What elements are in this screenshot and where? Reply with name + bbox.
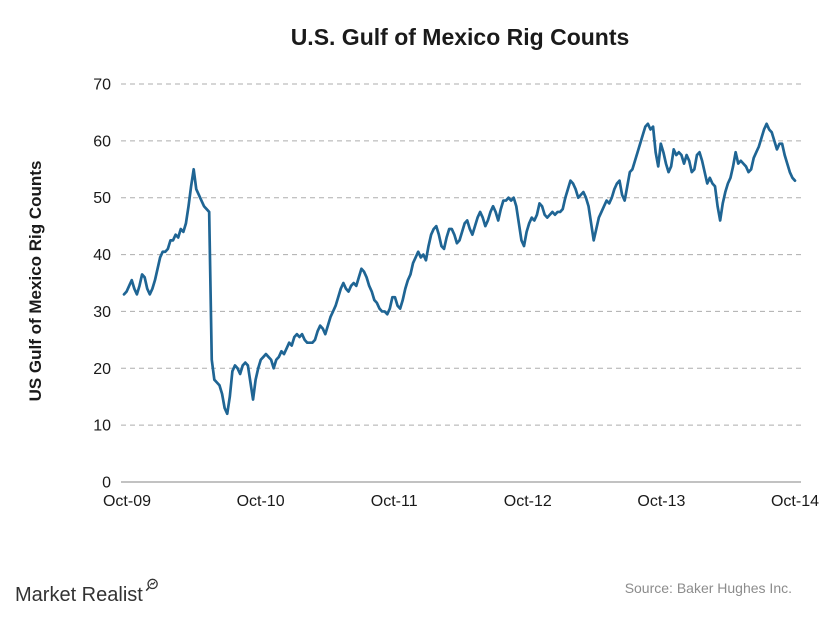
x-tick-labels: Oct-09 Oct-10 Oct-11 Oct-12 Oct-13 Oct-14 (103, 493, 819, 510)
x-tick-label-Oct-10: Oct-10 (237, 493, 285, 510)
rig-count-chart: U.S. Gulf of Mexico Rig Counts US Gulf o… (26, 24, 819, 510)
x-tick-label-Oct-13: Oct-13 (637, 493, 685, 510)
x-tick-label-Oct-09: Oct-09 (103, 493, 151, 510)
y-axis-title: US Gulf of Mexico Rig Counts (26, 161, 45, 402)
x-tick-label-Oct-14: Oct-14 (771, 493, 819, 510)
y-tick-label-30: 30 (93, 304, 111, 321)
magnifier-chart-icon (144, 576, 159, 599)
y-tick-label-70: 70 (93, 77, 111, 94)
rig-count-series-line (122, 122, 797, 416)
x-tick-label-Oct-11: Oct-11 (371, 493, 418, 510)
y-tick-labels: 0 10 20 30 40 50 60 70 (93, 77, 111, 492)
x-tick-label-Oct-12: Oct-12 (504, 493, 552, 510)
y-tick-label-50: 50 (93, 190, 111, 207)
gridlines (121, 83, 801, 426)
source-credit: Source: Baker Hughes Inc. (624, 580, 792, 596)
brand-text: Market Realist (15, 584, 143, 606)
y-tick-label-0: 0 (102, 475, 111, 492)
y-tick-label-60: 60 (93, 133, 111, 150)
brand-logo: Market Realist (15, 576, 159, 607)
y-tick-label-10: 10 (93, 418, 111, 435)
y-tick-label-20: 20 (93, 361, 111, 378)
y-tick-label-40: 40 (93, 247, 111, 264)
chart-title: U.S. Gulf of Mexico Rig Counts (291, 24, 630, 50)
